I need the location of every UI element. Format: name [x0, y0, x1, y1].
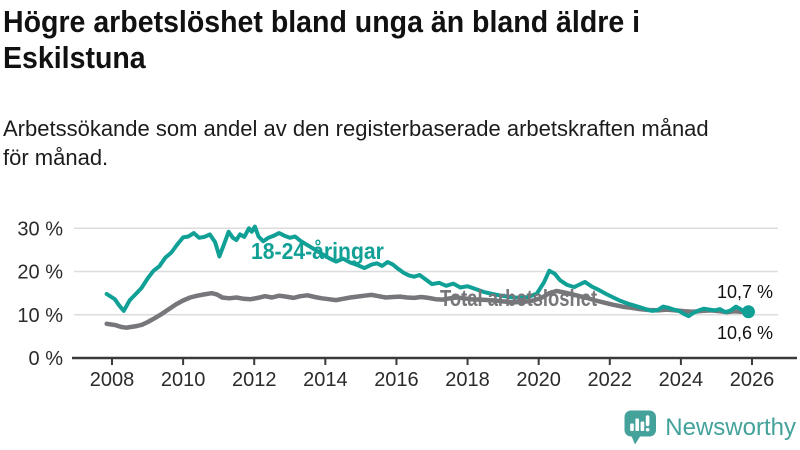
y-tick-label: 0 % — [29, 348, 64, 370]
x-tick-label: 2016 — [374, 369, 419, 391]
chart-subtitle: Arbetssökande som andel av den registerb… — [3, 114, 709, 172]
x-tick-label: 2020 — [516, 369, 561, 391]
chart-subtitle-line-1: Arbetssökande som andel av den registerb… — [3, 116, 709, 141]
x-tick-label: 2014 — [303, 369, 348, 391]
x-tick-label: 2024 — [659, 369, 704, 391]
x-tick-label: 2022 — [588, 369, 633, 391]
x-tick-label: 2026 — [730, 369, 775, 391]
series-label-total: Total arbetslöshet — [440, 285, 598, 311]
y-tick-label: 10 % — [17, 305, 63, 327]
series-label-youth: 18-24-åringar — [251, 238, 384, 264]
series-end-dot — [741, 305, 755, 319]
chart-subtitle-line-2: för månad. — [3, 145, 109, 170]
chart-title-line-1: Högre arbetslöshet bland unga än bland ä… — [3, 4, 641, 39]
series-line-total — [104, 288, 751, 330]
chart-title-line-2: Eskilstuna — [3, 40, 146, 75]
newsworthy-wordmark: Newsworthy — [665, 414, 796, 441]
series-line-youth — [104, 224, 751, 319]
end-value-youth: 10,7 % — [716, 282, 773, 302]
y-tick-label: 30 % — [17, 218, 63, 240]
newsworthy-logo: Newsworthy — [624, 410, 796, 446]
y-tick-label: 20 % — [17, 262, 63, 284]
x-tick-label: 2012 — [232, 369, 277, 391]
end-value-total: 10,6 % — [716, 323, 773, 343]
newsworthy-bar-chart-bubble-icon — [624, 410, 657, 445]
chart-title: Högre arbetslöshet bland unga än bland ä… — [3, 4, 640, 76]
x-tick-label: 2008 — [90, 369, 135, 391]
x-tick-label: 2010 — [161, 369, 206, 391]
x-tick-label: 2018 — [445, 369, 490, 391]
